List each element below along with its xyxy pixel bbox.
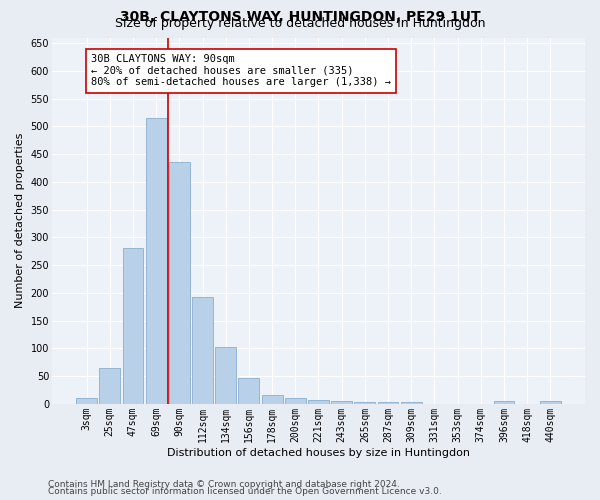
Bar <box>192 297 213 404</box>
Bar <box>169 162 190 404</box>
Bar <box>401 402 422 404</box>
Text: 30B CLAYTONS WAY: 90sqm
← 20% of detached houses are smaller (335)
80% of semi-d: 30B CLAYTONS WAY: 90sqm ← 20% of detache… <box>91 54 391 88</box>
Bar <box>122 248 143 404</box>
Bar <box>262 395 283 404</box>
Bar <box>146 118 167 404</box>
Bar <box>100 368 120 404</box>
Bar <box>285 398 306 404</box>
Bar <box>76 398 97 404</box>
Bar <box>331 401 352 404</box>
Text: Contains HM Land Registry data © Crown copyright and database right 2024.: Contains HM Land Registry data © Crown c… <box>48 480 400 489</box>
Text: 30B, CLAYTONS WAY, HUNTINGDON, PE29 1UT: 30B, CLAYTONS WAY, HUNTINGDON, PE29 1UT <box>119 10 481 24</box>
Bar <box>540 401 561 404</box>
X-axis label: Distribution of detached houses by size in Huntingdon: Distribution of detached houses by size … <box>167 448 470 458</box>
Text: Contains public sector information licensed under the Open Government Licence v3: Contains public sector information licen… <box>48 487 442 496</box>
Text: Size of property relative to detached houses in Huntingdon: Size of property relative to detached ho… <box>115 18 485 30</box>
Bar <box>494 401 514 404</box>
Bar <box>377 402 398 404</box>
Bar <box>355 402 375 404</box>
Y-axis label: Number of detached properties: Number of detached properties <box>15 133 25 308</box>
Bar <box>215 346 236 404</box>
Bar <box>308 400 329 404</box>
Bar <box>238 378 259 404</box>
